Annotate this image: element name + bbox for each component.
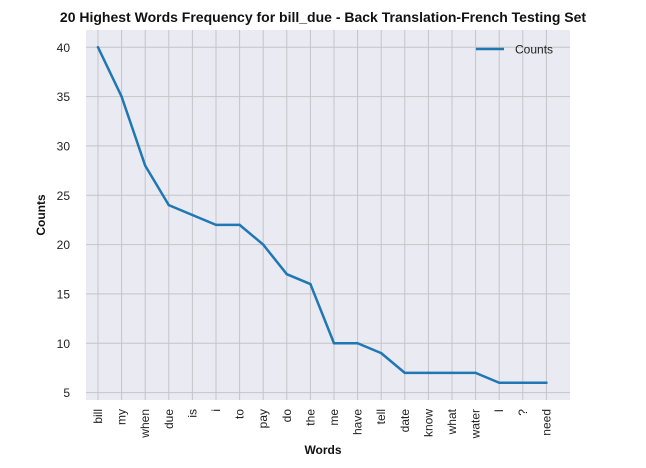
- data-point: [332, 342, 336, 345]
- x-tick-label: ?: [516, 409, 530, 416]
- x-tick-label: when: [138, 409, 152, 439]
- data-point: [450, 371, 454, 375]
- y-tick-label: 30: [57, 139, 71, 153]
- x-tick-label: what: [445, 408, 459, 435]
- data-point: [238, 223, 241, 227]
- data-point: [96, 46, 100, 49]
- x-tick-label: bill: [91, 409, 105, 424]
- y-axis-ticks: 5 10 15 20 25 30 35 40: [57, 41, 71, 400]
- data-point: [262, 243, 265, 246]
- x-tick-label: me: [327, 409, 341, 426]
- data-point: [427, 371, 430, 375]
- x-tick-label: know: [421, 409, 435, 437]
- x-axis-label: Words: [304, 443, 341, 457]
- y-tick-label: 40: [57, 41, 71, 55]
- data-point: [498, 381, 501, 384]
- y-tick-label: 35: [57, 90, 71, 104]
- chart-title: 20 Highest Words Frequency for bill_due …: [60, 9, 586, 25]
- x-tick-label: tell: [374, 409, 388, 424]
- x-tick-label: is: [185, 409, 199, 418]
- x-tick-label: my: [115, 409, 129, 425]
- x-tick-label: date: [398, 409, 412, 433]
- y-tick-label: 25: [57, 189, 71, 203]
- data-point: [191, 213, 194, 217]
- data-point: [120, 95, 123, 98]
- y-axis-label: Counts: [34, 194, 48, 236]
- y-tick-label: 5: [63, 386, 70, 400]
- x-tick-label: I: [492, 409, 506, 412]
- data-point: [545, 381, 548, 384]
- x-axis-ticks: bill my when due is i to pay do the me have tell date…: [91, 408, 553, 439]
- x-tick-label: the: [303, 409, 317, 426]
- data-point: [380, 351, 383, 355]
- series-group: [96, 46, 548, 384]
- data-point: [167, 203, 170, 207]
- legend: Counts: [476, 43, 553, 57]
- x-tick-label: to: [233, 409, 247, 419]
- data-point: [214, 223, 218, 227]
- y-tick-label: 15: [57, 287, 71, 301]
- x-tick-label: do: [280, 409, 294, 423]
- x-tick-label: i: [209, 409, 223, 412]
- data-point: [356, 342, 359, 345]
- x-tick-label: have: [351, 409, 365, 435]
- data-point: [309, 282, 312, 286]
- data-point: [474, 371, 477, 375]
- data-point: [403, 371, 406, 375]
- x-tick-label: pay: [256, 409, 270, 428]
- y-tick-label: 10: [57, 337, 71, 351]
- y-tick-label: 20: [57, 238, 71, 252]
- legend-label-counts: Counts: [515, 43, 553, 57]
- x-tick-label: due: [162, 409, 176, 429]
- data-point: [521, 381, 524, 384]
- data-point: [285, 273, 288, 276]
- plot-area: [86, 30, 570, 400]
- x-tick-label: need: [539, 409, 553, 436]
- x-tick-label: water: [469, 409, 483, 439]
- data-point: [144, 164, 147, 167]
- series-line-counts: [96, 46, 548, 384]
